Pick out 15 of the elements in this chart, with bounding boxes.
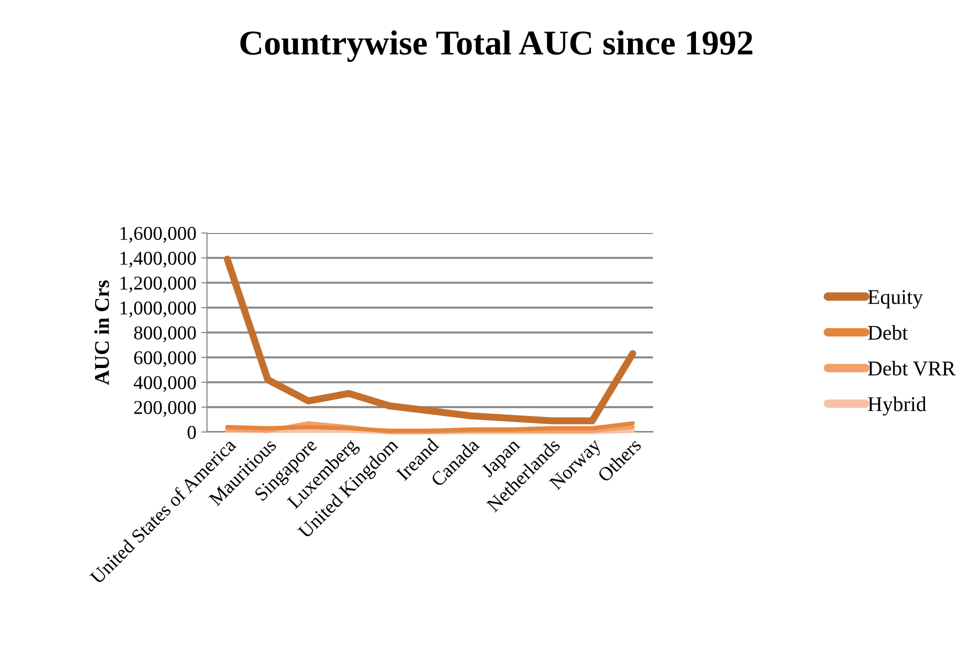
y-tick-label: 200,000 xyxy=(134,400,196,417)
legend-label: Hybrid xyxy=(868,396,926,416)
y-tick-label: 800,000 xyxy=(134,326,196,342)
y-tick-label: 1,600,000 xyxy=(120,226,196,243)
y-tick-label: 600,000 xyxy=(134,351,196,368)
legend-label: Debt xyxy=(868,325,908,340)
y-tick-label: 1,000,000 xyxy=(120,301,196,318)
y-tick-label: 400,000 xyxy=(134,376,196,392)
y-tick-label: 1,400,000 xyxy=(120,252,196,268)
y-axis-title: AUC in Crs xyxy=(94,280,110,385)
chart-title: Countrywise Total AUC since 1992 xyxy=(240,30,752,62)
y-tick-label: 1,200,000 xyxy=(120,276,196,292)
legend-label: Debt VRR xyxy=(868,360,956,376)
y-tick-label: 0 xyxy=(188,426,196,439)
legend-label: Equity xyxy=(868,290,923,308)
